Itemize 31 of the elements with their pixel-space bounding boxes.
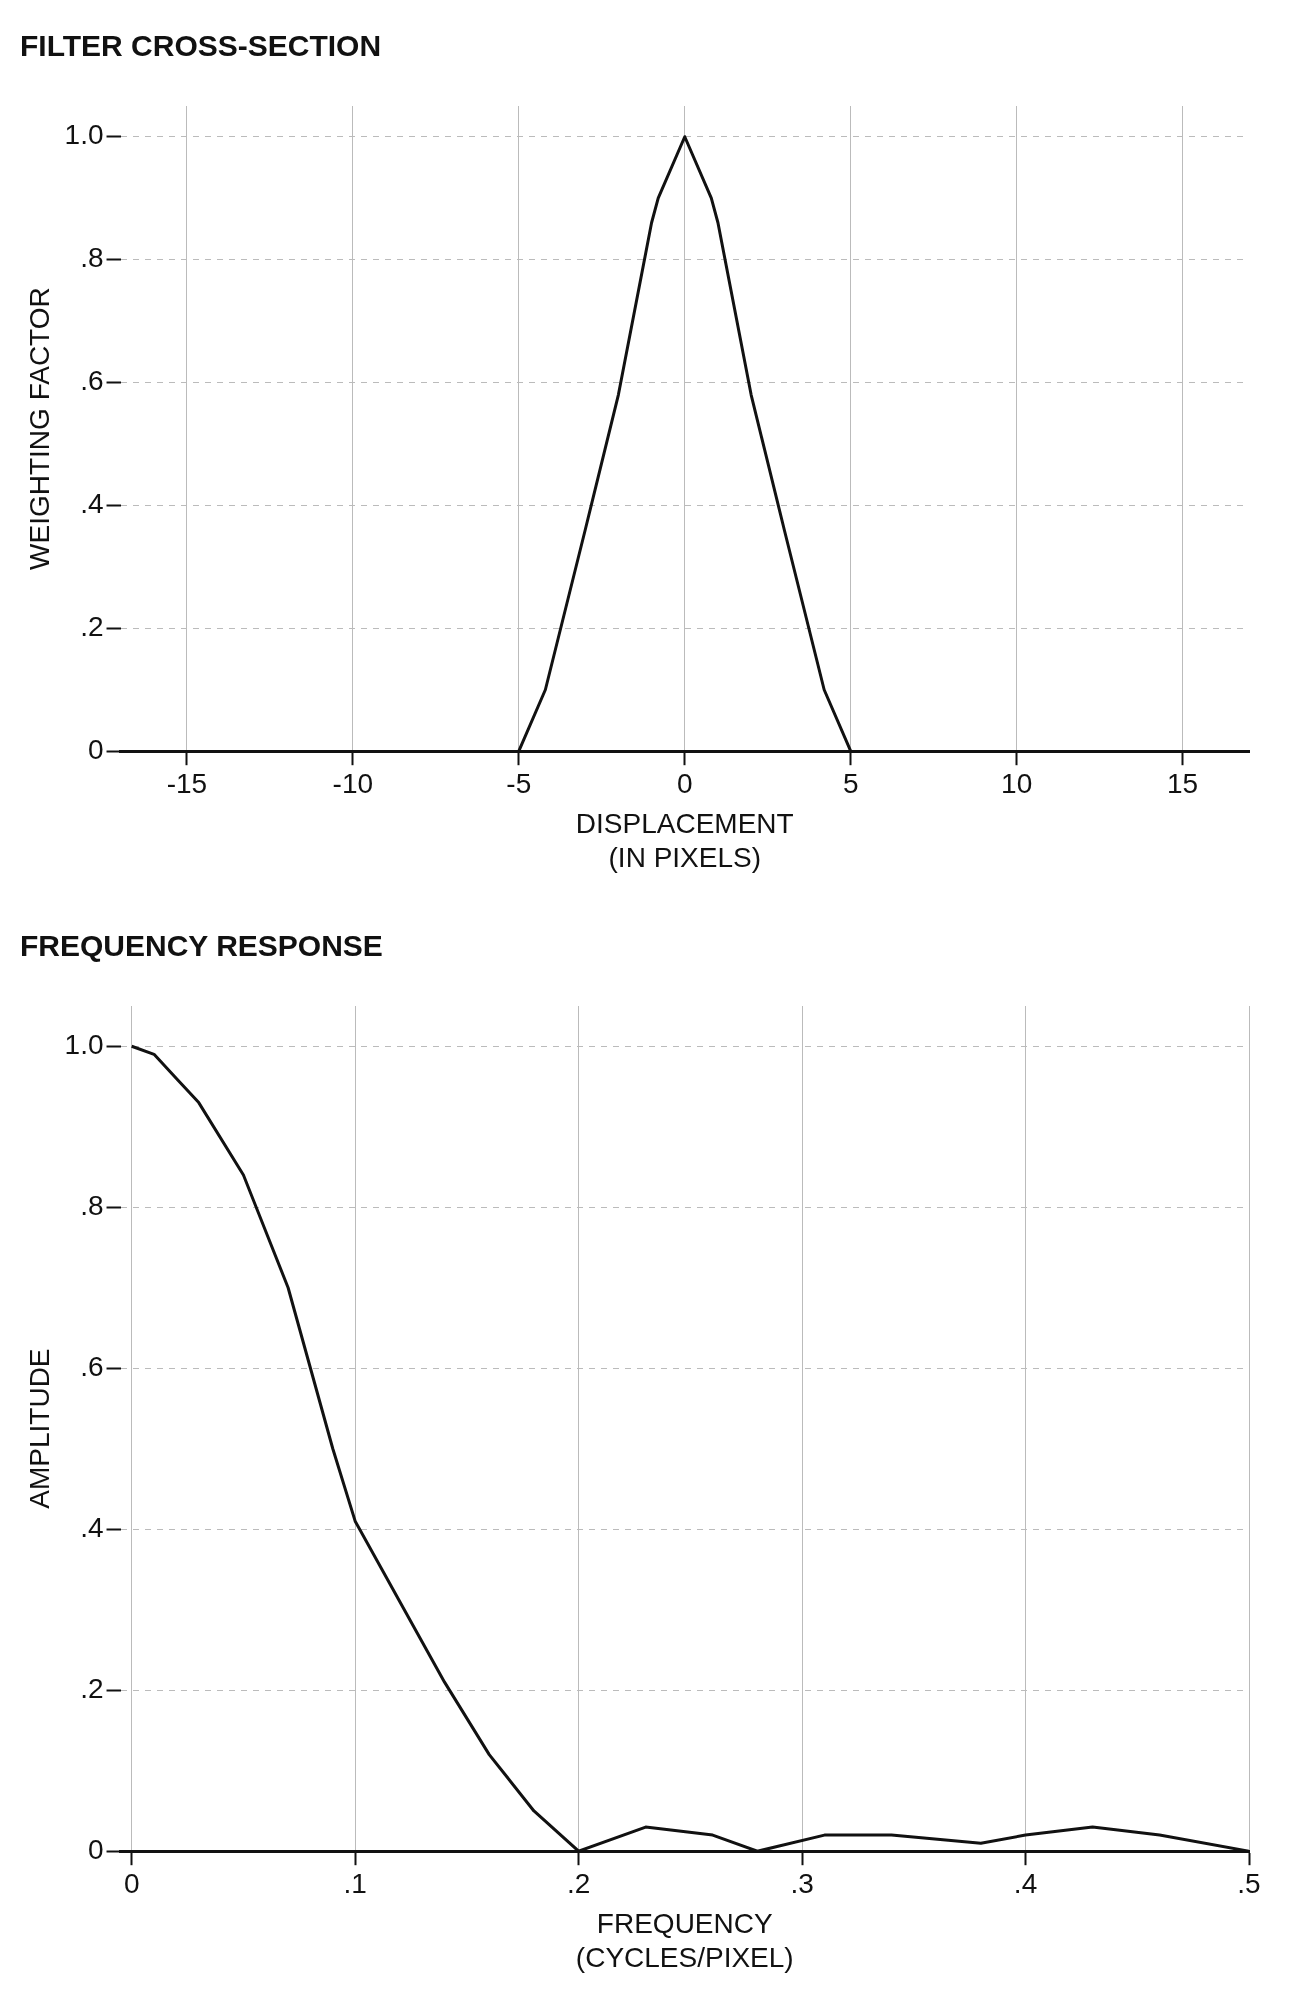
x-axis-title: FREQUENCY (CYCLES/PIXEL) bbox=[575, 1908, 794, 1973]
y-tick-label: .6 bbox=[80, 365, 104, 397]
x-tick-label: 10 bbox=[1001, 767, 1033, 799]
chart-title: FILTER CROSS-SECTION bbox=[20, 29, 382, 63]
y-tick-label: .4 bbox=[80, 1511, 104, 1543]
y-tick-label: 0 bbox=[87, 1833, 104, 1865]
x-tick-label: 0 bbox=[123, 1867, 140, 1899]
y-tick-label: .2 bbox=[80, 1672, 104, 1704]
y-tick-label: 1.0 bbox=[64, 119, 104, 151]
y-tick-label: .6 bbox=[80, 1350, 104, 1382]
x-tick-label: 15 bbox=[1167, 767, 1199, 799]
x-tick-label: -15 bbox=[166, 767, 208, 799]
x-tick-label: .5 bbox=[1237, 1867, 1261, 1899]
x-tick-label: .3 bbox=[790, 1867, 814, 1899]
x-tick-label: .1 bbox=[343, 1867, 367, 1899]
y-tick-label: .4 bbox=[80, 488, 104, 520]
x-tick-label: -10 bbox=[332, 767, 374, 799]
y-tick-label: .8 bbox=[80, 242, 104, 274]
y-tick-label: .2 bbox=[80, 611, 104, 643]
x-axis-title: DISPLACEMENT (IN PIXELS) bbox=[575, 808, 794, 873]
x-tick-label: -5 bbox=[506, 767, 532, 799]
chart-title: FREQUENCY RESPONSE bbox=[20, 929, 383, 963]
x-tick-label: 5 bbox=[842, 767, 859, 799]
y-axis-title: AMPLITUDE bbox=[23, 1348, 55, 1509]
y-tick-label: 1.0 bbox=[64, 1028, 104, 1060]
y-axis-title: WEIGHTING FACTOR bbox=[23, 287, 55, 570]
y-tick-label: 0 bbox=[87, 733, 104, 765]
x-tick-label: 0 bbox=[676, 767, 693, 799]
x-tick-label: .4 bbox=[1013, 1867, 1038, 1899]
y-tick-label: .8 bbox=[80, 1189, 104, 1221]
x-tick-label: .2 bbox=[566, 1867, 591, 1899]
